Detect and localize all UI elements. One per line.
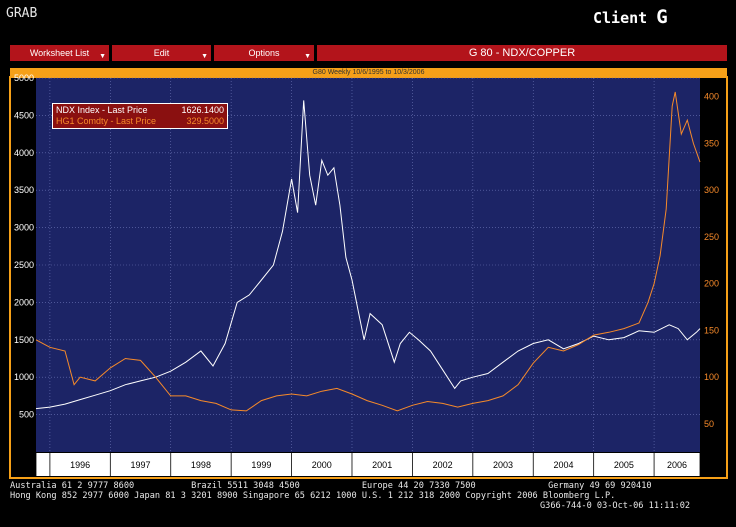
client-label: Client G [593,6,668,28]
x-tick-label: 2003 [493,460,513,470]
dropdown-arrow-icon: ▼ [201,53,208,60]
left-tick-label: 2000 [14,297,34,307]
options-menu[interactable]: Options ▼ [214,45,314,61]
left-tick-label: 4500 [14,110,34,120]
right-tick-label: 350 [704,138,719,148]
legend-copper: HG1 Comdty - Last Price 329.5000 [56,116,224,127]
copper-series-line [35,91,701,412]
left-tick-label: 1000 [14,372,34,382]
legend-ndx-value: 1626.1400 [181,105,224,115]
right-tick-label: 400 [704,92,719,102]
plot-area [36,78,700,452]
left-tick-label: 5000 [14,73,34,83]
left-tick-label: 500 [19,410,34,420]
x-tick-label: 2002 [433,460,453,470]
chart-subtitle: G80 Weekly 10/6/1995 to 10/3/2006 [10,68,727,77]
footer-line-3: G366-744-0 03-Oct-06 11:11:02 [540,501,691,511]
edit-menu[interactable]: Edit ▼ [112,45,211,61]
x-tick-label: 2001 [372,460,392,470]
client-letter: G [656,6,668,28]
left-tick-label: 4000 [14,148,34,158]
ndx-series-line [35,100,701,410]
legend-ndx-label: NDX Index - Last Price [56,105,148,115]
left-tick-label: 2500 [14,260,34,270]
x-tick-label: 1996 [70,460,90,470]
dropdown-arrow-icon: ▼ [99,53,106,60]
x-tick-label: 2000 [312,460,332,470]
right-tick-label: 300 [704,185,719,195]
right-tick-label: 200 [704,279,719,289]
client-label-text: Client [593,9,648,27]
x-tick-label: 2006 [667,460,687,470]
x-tick-label: 1998 [191,460,211,470]
x-tick-label: 1997 [131,460,151,470]
footer-line-2: Hong Kong 852 2977 6000 Japan 81 3 3201 … [10,491,616,501]
dropdown-arrow-icon: ▼ [304,53,311,60]
screen-name: GRAB [6,6,38,21]
contact-footer: Australia 61 2 9777 8600 Brazil 5511 304… [10,481,730,511]
x-tick-label: 2004 [553,460,573,470]
legend-copper-value: 329.5000 [186,116,224,126]
right-tick-label: 150 [704,325,719,335]
options-label: Options [248,48,280,58]
x-tick-label: 2005 [614,460,634,470]
right-tick-label: 250 [704,232,719,242]
left-tick-label: 1500 [14,335,34,345]
worksheet-list-label: Worksheet List [29,48,90,58]
worksheet-list-menu[interactable]: Worksheet List ▼ [10,45,109,61]
chart-frame [9,76,728,479]
footer-line-1: Australia 61 2 9777 8600 Brazil 5511 304… [10,481,652,491]
edit-label: Edit [153,48,170,58]
left-tick-label: 3000 [14,223,34,233]
x-tick-label: 1999 [251,460,271,470]
legend-copper-label: HG1 Comdty - Last Price [56,116,157,126]
chart-legend: NDX Index - Last Price 1626.1400 HG1 Com… [52,103,228,129]
legend-ndx: NDX Index - Last Price 1626.1400 [56,105,224,116]
chart-title-bar: G 80 - NDX/COPPER [317,45,727,61]
x-axis-strip [36,453,700,476]
right-tick-label: 100 [704,372,719,382]
right-tick-label: 50 [704,419,714,429]
left-tick-label: 3500 [14,185,34,195]
